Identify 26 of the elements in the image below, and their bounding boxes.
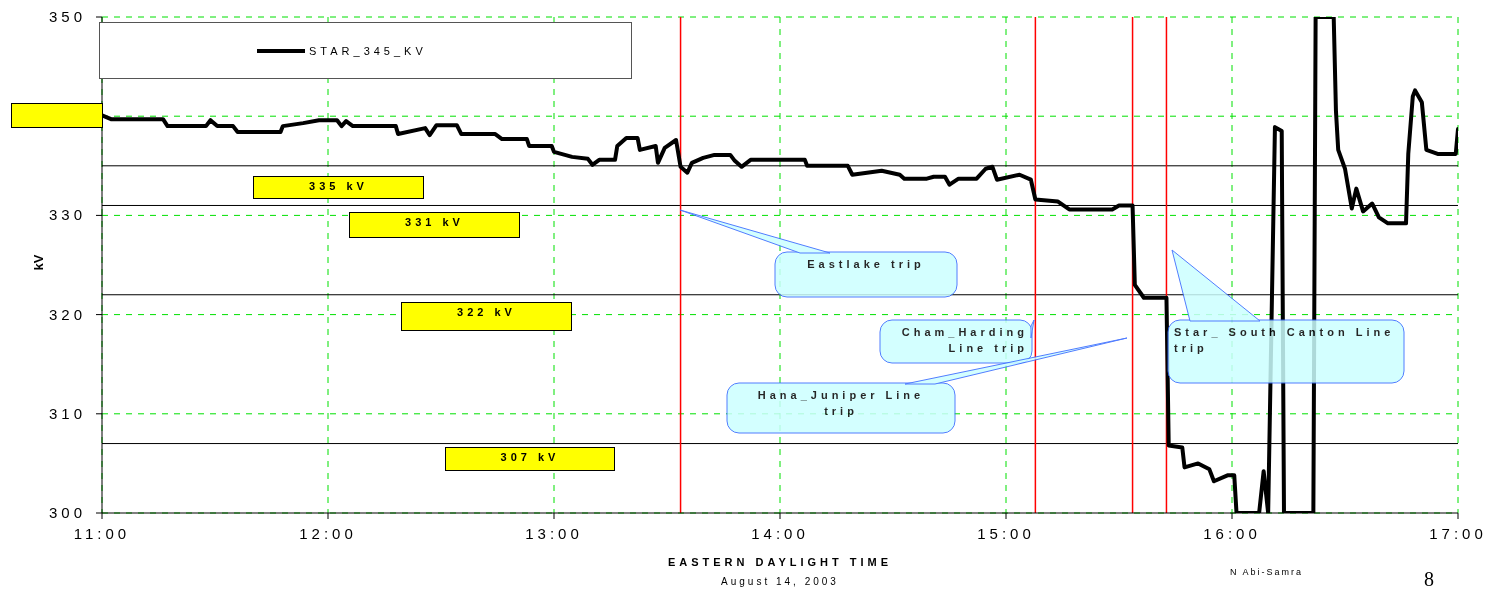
y-tick-label: 330 [48, 206, 86, 224]
x-tick-label: 15:00 [977, 525, 1035, 542]
x-tick-label: 14:00 [751, 525, 809, 542]
x-tick-label: 13:00 [525, 525, 583, 542]
x-tick-label: 12:00 [299, 525, 357, 542]
text: August 14, 2003 [720, 576, 840, 587]
ref-line-label: Hana_Juniper Line trip [756, 388, 926, 419]
ref-line-label: Cham_Harding Line trip [900, 325, 1029, 356]
y-tick-label: 310 [48, 404, 86, 422]
x-tick-label: 16:00 [1203, 525, 1261, 542]
text: N Abi-Samra [1230, 567, 1304, 577]
text: 8 [1424, 568, 1434, 591]
ref-line-label: Star_ South Canton Line trip [1173, 325, 1396, 356]
y-tick-label: 350 [48, 8, 86, 25]
label-box: 335 kV [253, 176, 424, 199]
x-tick-label: 17:00 [1429, 525, 1487, 542]
label-box: 307 kV [445, 447, 615, 471]
x-axis-title: EASTERN DAYLIGHT TIME [666, 556, 894, 568]
label-box: 331 kV [349, 212, 520, 238]
y-axis-title: kV [30, 253, 46, 273]
ref-line-label: Eastlake trip [806, 257, 926, 272]
y-tick-label: 300 [48, 504, 86, 521]
legend-label: STAR_345_KV [309, 44, 427, 57]
label-box: 322 kV [401, 302, 572, 331]
x-tick-label: 11:00 [73, 525, 131, 542]
y-tick-label: 320 [48, 305, 86, 323]
